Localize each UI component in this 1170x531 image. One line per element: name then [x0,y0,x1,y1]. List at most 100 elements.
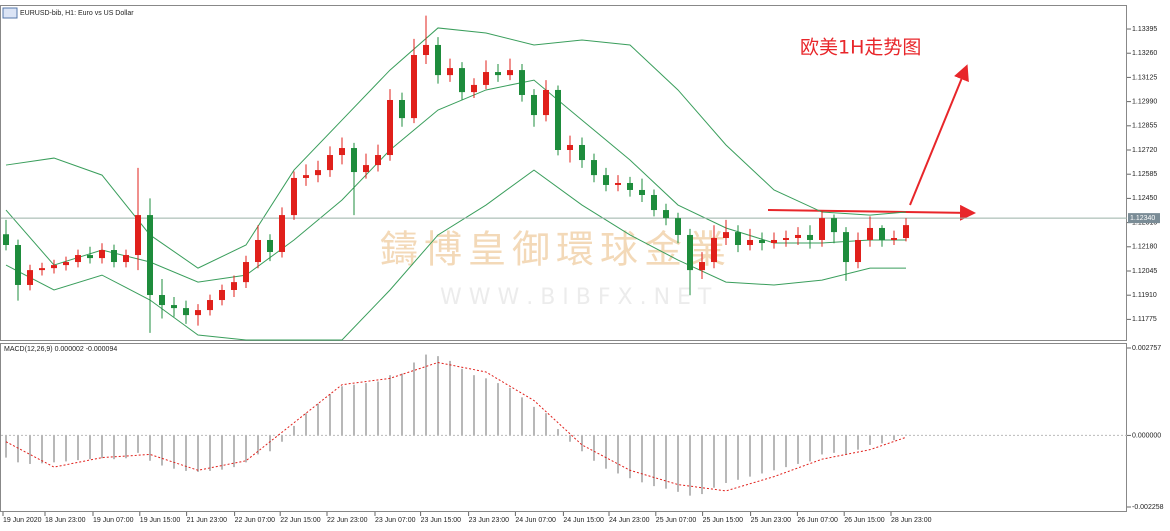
candle-body [759,239,765,244]
candle-body [339,148,345,156]
chart-icon [2,7,18,19]
candle-body [231,282,237,290]
candle-body [423,44,429,56]
x-tick-label: 25 Jun 23:00 [751,517,792,524]
candle-body [879,227,885,240]
x-tick-label: 19 Jun 2020 [3,517,42,524]
candle-body [903,225,909,239]
candle-body [459,68,465,93]
candle-body [375,155,381,166]
candle-body [723,232,729,239]
candle-body [531,94,537,116]
candle-body [519,70,525,95]
candle-body [495,72,501,76]
candle-body [831,218,837,233]
macd-panel [0,343,1127,512]
macd-title: MACD(12,26,9) 0.000002 -0.000094 [4,346,117,353]
y-tick-label: 1.12720 [1132,147,1157,154]
candle-body [51,265,57,269]
candle-body [111,250,117,263]
candle-body [855,239,861,263]
candle-body [267,239,273,252]
signal-line [5,361,907,492]
candle-body [555,89,561,151]
y-tick-label: 1.13260 [1132,50,1157,57]
x-tick-label: 23 Jun 23:00 [469,517,510,524]
candle-body [735,232,741,246]
candle-body [87,255,93,259]
chart-title: EURUSD-bib, H1: Euro vs US Dollar [20,10,134,17]
arrow [767,204,976,221]
candle-body [255,239,261,263]
candle-body [807,234,813,240]
candle-body [171,305,177,309]
candle-body [483,72,489,85]
candle-body [675,218,681,235]
candle-body [507,70,513,76]
candle-body [699,262,705,271]
candle-body [651,194,657,211]
x-tick-label: 19 Jun 15:00 [140,517,181,524]
bollinger-upper [5,27,907,269]
y-tick-label: 0.002757 [1132,345,1161,352]
x-tick-label: 26 Jun 07:00 [797,517,838,524]
watermark-url: W W W . B I B F X . N E T [440,285,712,310]
y-tick-label: 1.12990 [1132,98,1157,105]
candle-body [663,210,669,219]
candle-body [771,239,777,244]
candle-body [435,44,441,76]
candle-body [183,308,189,316]
x-tick-label: 23 Jun 07:00 [375,517,416,524]
candle-body [795,234,801,239]
annotation: 欧美1H走势图 [800,37,921,59]
candle-body [639,189,645,195]
candle-body [291,177,297,216]
candle-body [147,215,153,296]
candle-body [39,268,45,271]
candle-body [843,232,849,263]
candle-body [399,99,405,119]
candle-body [819,218,825,240]
candle-body [567,144,573,151]
candle-body [387,99,393,156]
candle-body [867,227,873,240]
y-tick-label: -0.002258 [1132,504,1164,511]
candle-body [783,238,789,240]
price-panel [0,5,1127,341]
current-price-label: 1.12340 [1130,215,1155,222]
candle-body [627,182,633,190]
candle-body [195,310,201,316]
x-tick-label: 24 Jun 23:00 [609,517,650,524]
candle-body [135,215,141,256]
candle-body [3,234,9,246]
y-tick-label: 1.12855 [1132,123,1157,130]
y-tick-label: 0.000000 [1132,432,1161,439]
x-tick-label: 21 Jun 23:00 [187,517,228,524]
candle-body [747,239,753,246]
y-tick-label: 1.12450 [1132,195,1157,202]
candle-body [207,300,213,311]
candle-body [159,295,165,306]
candle-body [351,148,357,173]
candle-body [327,155,333,171]
x-tick-label: 28 Jun 23:00 [891,517,932,524]
x-tick-label: 18 Jun 23:00 [45,517,86,524]
y-tick-label: 1.12045 [1132,268,1157,275]
x-tick-label: 22 Jun 23:00 [327,517,368,524]
candle-body [471,84,477,93]
arrow [909,64,969,206]
y-tick-label: 1.12180 [1132,244,1157,251]
candle-body [315,170,321,176]
x-tick-label: 24 Jun 07:00 [515,517,556,524]
y-tick-label: 1.13125 [1132,74,1157,81]
candle-body [711,238,717,263]
candle-body [891,238,897,240]
candle-body [75,255,81,263]
y-tick-label: 1.13395 [1132,26,1157,33]
bollinger-lower [5,169,906,341]
y-tick-label: 1.11775 [1132,316,1157,323]
x-tick-label: 22 Jun 07:00 [235,517,276,524]
bollinger-middle [5,79,906,283]
candle-body [591,160,597,176]
x-tick-label: 23 Jun 15:00 [421,517,462,524]
